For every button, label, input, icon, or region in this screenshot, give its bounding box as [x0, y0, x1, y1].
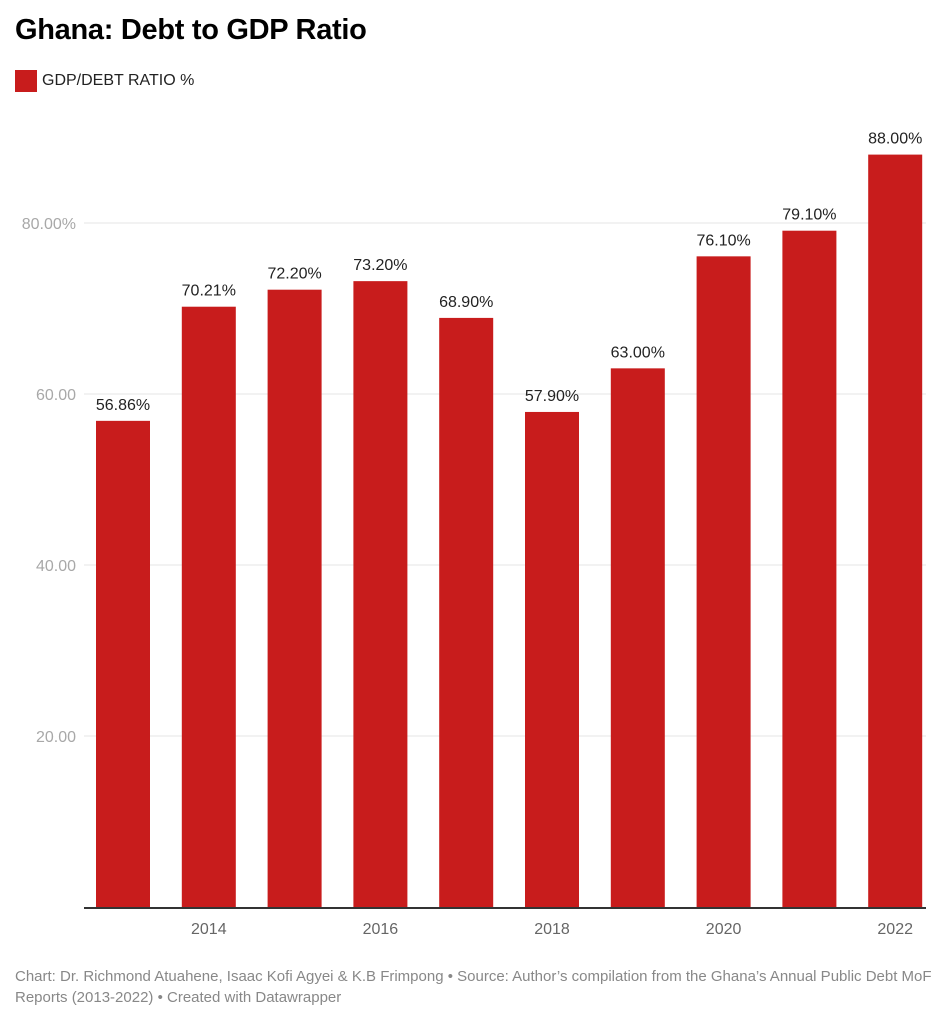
x-tick-label: 2018 [534, 921, 570, 938]
x-axis-tick-labels: 2014 2016 2018 2020 2022 [191, 921, 913, 938]
y-tick-label: 80.00% [22, 216, 76, 233]
value-label: 79.10% [782, 207, 836, 224]
bar [353, 281, 408, 907]
x-tick-label: 2014 [191, 921, 227, 938]
value-label: 57.90% [525, 388, 579, 405]
bar [267, 289, 322, 907]
value-label: 70.21% [182, 283, 236, 300]
chart-footer: Chart: Dr. Richmond Atuahene, Isaac Kofi… [15, 968, 932, 1006]
chart-title: Ghana: Debt to GDP Ratio [15, 14, 367, 46]
bar [96, 420, 150, 907]
bar [696, 256, 751, 908]
value-label: 73.20% [353, 257, 407, 274]
y-tick-label: 60.00 [36, 387, 76, 404]
y-tick-label: 40.00 [36, 558, 76, 575]
bar [181, 306, 236, 908]
x-tick-label: 2022 [877, 921, 913, 938]
value-label: 72.20% [267, 266, 321, 283]
legend-label: GDP/DEBT RATIO % [42, 72, 195, 89]
value-label: 56.86% [96, 397, 150, 414]
legend-swatch [15, 70, 37, 92]
value-label: 88.00% [868, 131, 922, 148]
value-label: 76.10% [696, 232, 750, 249]
bar [610, 368, 665, 908]
bar-chart: 20.00 40.00 60.00 80.00% 56.86% 70.21% 72.20%… [22, 131, 926, 938]
bar [525, 411, 579, 907]
value-label: 63.00% [611, 344, 665, 361]
value-label: 68.90% [439, 294, 493, 311]
x-tick-label: 2020 [706, 921, 742, 938]
bar [439, 317, 494, 907]
y-axis-tick-labels: 20.00 40.00 60.00 80.00% [22, 216, 76, 746]
bars [96, 154, 923, 908]
x-tick-label: 2016 [363, 921, 399, 938]
value-labels: 56.86% 70.21% 72.20% 73.20% 68.90% 57.90% 63.0… [96, 131, 922, 414]
y-tick-label: 20.00 [36, 729, 76, 746]
bar [868, 154, 923, 908]
bar [782, 230, 837, 907]
legend: GDP/DEBT RATIO % [15, 70, 194, 92]
